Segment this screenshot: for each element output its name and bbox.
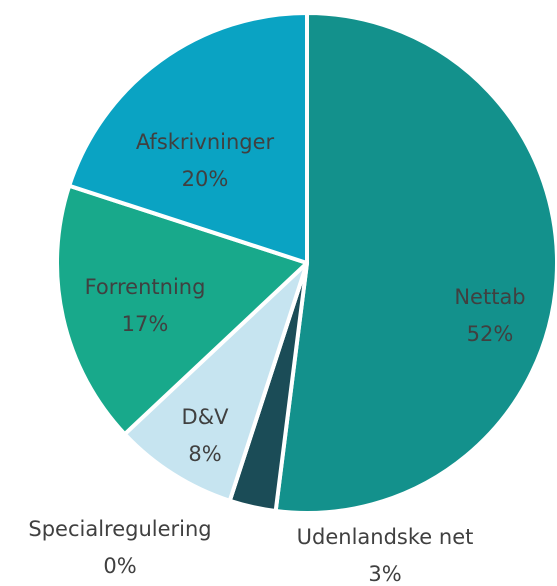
pie-slice: [273, 11, 557, 515]
slice-label: Nettab: [454, 285, 525, 309]
pie-slice: [55, 183, 309, 437]
slice-value-label: 3%: [368, 562, 401, 586]
slice-value-label: 20%: [182, 167, 229, 191]
slice-label: D&V: [182, 405, 230, 429]
slice-value-label: 8%: [188, 442, 221, 466]
slice-value-label: 52%: [467, 322, 514, 346]
pie-slice: [67, 11, 309, 265]
slice-label: Specialregulering: [28, 517, 211, 541]
pie-slice: [122, 261, 309, 503]
slice-label: Afskrivninger: [136, 130, 275, 154]
slice-value-label: 17%: [122, 312, 169, 336]
slice-label: Forrentning: [85, 275, 206, 299]
slice-value-label: 0%: [103, 554, 136, 578]
slice-label: Udenlandske net: [297, 525, 474, 549]
